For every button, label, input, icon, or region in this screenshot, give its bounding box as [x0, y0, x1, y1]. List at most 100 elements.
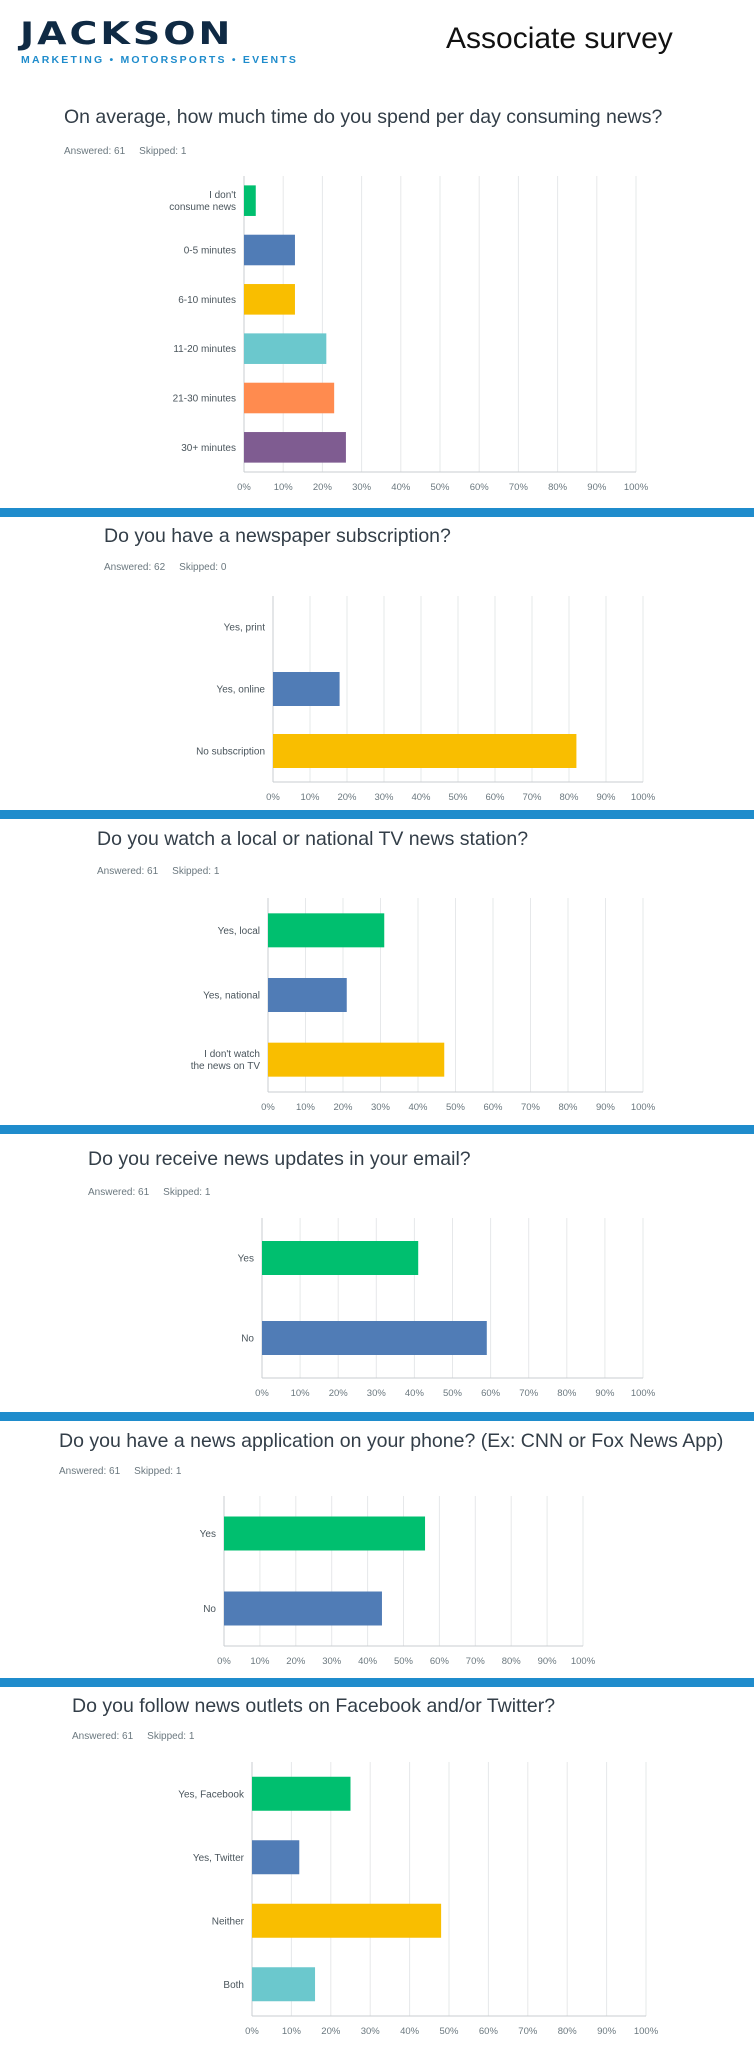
category-label: consume news — [169, 202, 236, 213]
x-tick-label: 30% — [361, 2026, 381, 2037]
x-tick-label: 0% — [255, 1388, 269, 1399]
header: JACKSON MARKETING • MOTORSPORTS • EVENTS… — [0, 0, 754, 80]
x-tick-label: 20% — [333, 1102, 353, 1113]
category-label: 30+ minutes — [181, 443, 236, 454]
bar — [244, 234, 295, 266]
x-tick-label: 100% — [624, 482, 649, 493]
bar — [268, 978, 347, 1012]
answered-count: Answered: 62 — [104, 562, 166, 573]
question-title: Do you follow news outlets on Facebook a… — [72, 1695, 556, 1717]
bar — [244, 284, 295, 315]
x-tick-label: 50% — [448, 792, 468, 803]
bar — [244, 185, 256, 216]
skipped-count: Skipped: 1 — [172, 866, 220, 877]
bar — [244, 333, 327, 364]
bar-chart: 0% 10% 20% 30% 40% 50% 60% 70% 80% 90% 100% Yes No — [238, 1218, 656, 1399]
x-tick-label: 50% — [430, 482, 450, 493]
answered-count: Answered: 61 — [72, 1731, 134, 1742]
skipped-count: Skipped: 1 — [163, 1187, 211, 1198]
question-title: Do you watch a local or national TV news… — [97, 828, 529, 850]
x-tick-label: 40% — [391, 482, 411, 493]
x-tick-label: 10% — [250, 1656, 270, 1667]
x-tick-label: 10% — [300, 792, 320, 803]
bar — [224, 1516, 426, 1551]
x-tick-label: 30% — [371, 1102, 391, 1113]
category-label: Both — [223, 1980, 244, 1991]
category-label: I don't — [209, 190, 236, 201]
x-tick-label: 20% — [329, 1388, 349, 1399]
question-title: On average, how much time do you spend p… — [64, 106, 663, 128]
category-label: I don't watch — [204, 1049, 260, 1060]
skipped-count: Skipped: 1 — [147, 1731, 195, 1742]
bar — [273, 672, 340, 706]
bar — [244, 432, 346, 463]
bar — [252, 1967, 316, 2002]
x-tick-label: 60% — [483, 1102, 503, 1113]
bar-chart: 0% 10% 20% 30% 40% 50% 60% 70% 80% 90% 100% Yes, Fa… — [178, 1762, 659, 2037]
x-tick-label: 70% — [518, 2026, 538, 2037]
category-label: 6-10 minutes — [178, 295, 236, 306]
x-tick-label: 100% — [631, 1388, 656, 1399]
x-tick-label: 100% — [571, 1656, 596, 1667]
x-tick-label: 20% — [337, 792, 357, 803]
x-tick-label: 90% — [538, 1656, 558, 1667]
x-tick-label: 70% — [521, 1102, 541, 1113]
response-counts: Answered: 61 Skipped: 1 — [72, 1731, 208, 1742]
x-tick-label: 80% — [548, 482, 568, 493]
x-tick-label: 10% — [282, 2026, 302, 2037]
category-label: Yes, online — [216, 685, 265, 696]
response-counts: Answered: 61 Skipped: 1 — [59, 1466, 195, 1477]
x-tick-label: 90% — [595, 1388, 615, 1399]
bar — [252, 1903, 442, 1938]
category-label: No — [203, 1604, 216, 1615]
x-tick-label: 40% — [411, 792, 431, 803]
answered-count: Answered: 61 — [88, 1187, 150, 1198]
category-label: Yes, print — [224, 623, 266, 634]
x-tick-label: 20% — [286, 1656, 306, 1667]
x-tick-label: 0% — [237, 482, 251, 493]
x-tick-label: 80% — [558, 1102, 578, 1113]
logo-tagline: MARKETING • MOTORSPORTS • EVENTS — [21, 54, 299, 66]
category-label: 21-30 minutes — [173, 394, 236, 405]
section-divider — [0, 508, 754, 517]
x-tick-label: 30% — [374, 792, 394, 803]
bar-chart: 0% 10% 20% 30% 40% 50% 60% 70% 80% 90% 100% Yes No — [200, 1496, 596, 1667]
bar — [262, 1241, 419, 1275]
category-label: Yes — [238, 1254, 254, 1265]
x-tick-label: 50% — [443, 1388, 463, 1399]
x-tick-label: 90% — [587, 482, 607, 493]
bar — [268, 913, 385, 948]
bar-chart: 0% 10% 20% 30% 40% 50% 60% 70% 80% 90% 100% I don't… — [169, 176, 649, 493]
category-label: Neither — [212, 1916, 245, 1927]
document-title: Associate survey — [446, 22, 673, 55]
bar-chart: 0% 10% 20% 30% 40% 50% 60% 70% 80% 90% 100% Yes, pr… — [196, 596, 656, 803]
x-tick-label: 80% — [558, 2026, 578, 2037]
x-tick-label: 80% — [559, 792, 579, 803]
section-divider — [0, 810, 754, 819]
x-tick-label: 10% — [296, 1102, 316, 1113]
x-tick-label: 40% — [408, 1102, 428, 1113]
answered-count: Answered: 61 — [97, 866, 159, 877]
category-label: Yes — [200, 1529, 216, 1540]
x-tick-label: 60% — [481, 1388, 501, 1399]
response-counts: Answered: 61 Skipped: 1 — [88, 1187, 224, 1198]
bar — [268, 1042, 445, 1077]
category-label: Yes, national — [203, 991, 260, 1002]
x-tick-label: 70% — [522, 792, 542, 803]
x-tick-label: 30% — [352, 482, 372, 493]
response-counts: Answered: 61 Skipped: 1 — [97, 866, 233, 877]
response-counts: Answered: 61 Skipped: 1 — [64, 146, 200, 157]
x-tick-label: 50% — [394, 1656, 414, 1667]
x-tick-label: 0% — [217, 1656, 231, 1667]
skipped-count: Skipped: 0 — [179, 562, 227, 573]
x-tick-label: 0% — [266, 792, 280, 803]
x-tick-label: 50% — [439, 2026, 459, 2037]
x-tick-label: 50% — [446, 1102, 466, 1113]
category-label: No subscription — [196, 747, 265, 758]
x-tick-label: 40% — [358, 1656, 378, 1667]
x-tick-label: 100% — [631, 1102, 656, 1113]
answered-count: Answered: 61 — [59, 1466, 121, 1477]
x-tick-label: 80% — [557, 1388, 577, 1399]
x-tick-label: 60% — [470, 482, 490, 493]
section-divider — [0, 1412, 754, 1421]
